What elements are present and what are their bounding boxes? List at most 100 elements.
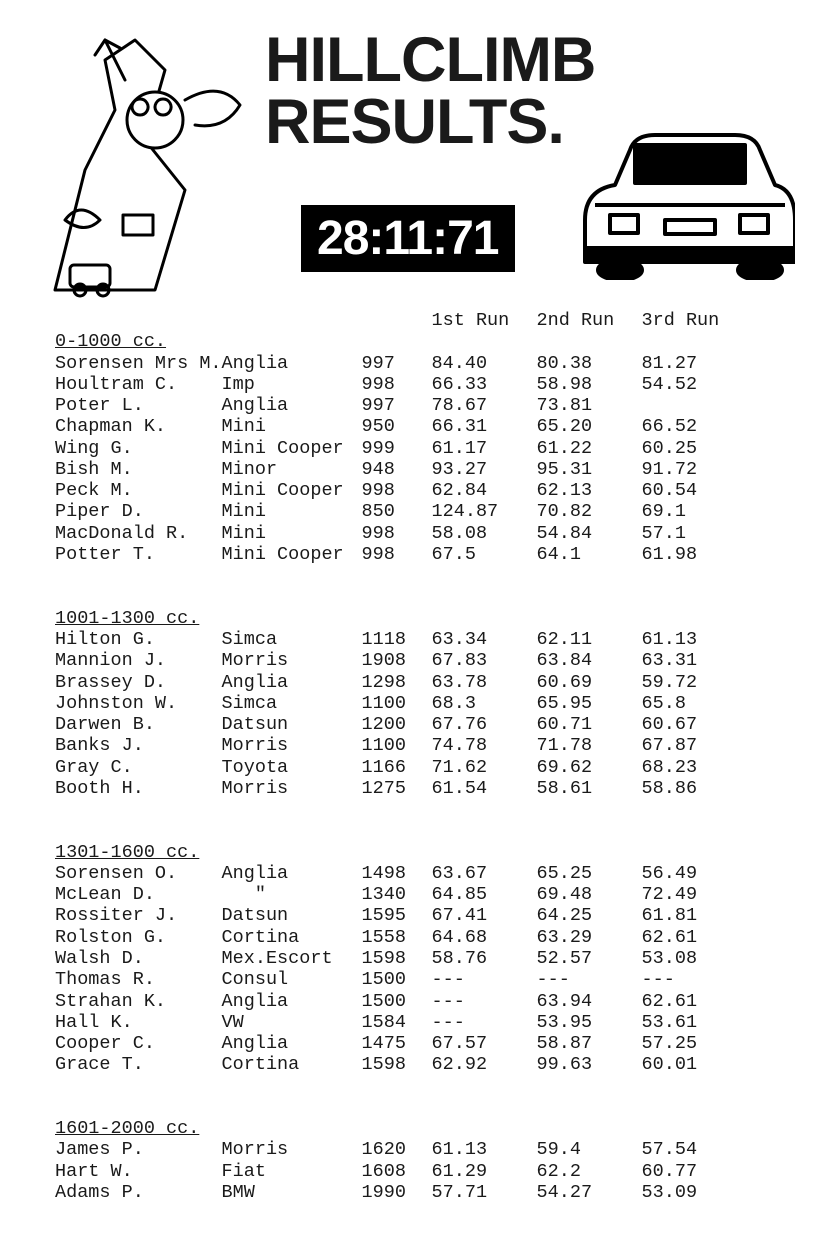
run-2-time: 60.71	[537, 714, 642, 735]
header: HILLCLIMB RESULTS. 28:11:71	[55, 20, 765, 310]
engine-cc: 1500	[362, 969, 432, 990]
car-model: Simca	[222, 693, 362, 714]
run-1-time: 67.76	[432, 714, 537, 735]
engine-cc: 1620	[362, 1139, 432, 1160]
car-model: Anglia	[222, 991, 362, 1012]
engine-cc: 1100	[362, 735, 432, 756]
car-model: Anglia	[222, 672, 362, 693]
run-1-time: 61.29	[432, 1161, 537, 1182]
driver-name: Potter T.	[55, 544, 222, 565]
run-2-time: 54.27	[537, 1182, 642, 1203]
driver-name: Houltram C.	[55, 374, 222, 395]
engine-cc: 1475	[362, 1033, 432, 1054]
run-2-time: 99.63	[537, 1054, 642, 1075]
car-model: Toyota	[222, 757, 362, 778]
title-line-2: RESULTS.	[265, 87, 564, 157]
car-model: Mini	[222, 416, 362, 437]
run-2-time: 62.13	[537, 480, 642, 501]
run-1-time: 67.41	[432, 905, 537, 926]
car-model: Anglia	[222, 395, 362, 416]
car-model: Mini Cooper	[222, 480, 362, 501]
run-1-time: 64.85	[432, 884, 537, 905]
run-3-time: 60.54	[642, 480, 747, 501]
driver-name: Rossiter J.	[55, 905, 222, 926]
car-model: Minor	[222, 459, 362, 480]
car-model: BMW	[222, 1182, 362, 1203]
run-1-time: ---	[432, 991, 537, 1012]
engine-cc: 850	[362, 501, 432, 522]
driver-name: Poter L.	[55, 395, 222, 416]
class-label: 1301-1600 cc.	[55, 842, 222, 863]
run-3-time: 72.49	[642, 884, 747, 905]
run-3-time: 57.1	[642, 523, 747, 544]
driver-name: Brassey D.	[55, 672, 222, 693]
driver-name: Bish M.	[55, 459, 222, 480]
run-3-time: 62.61	[642, 927, 747, 948]
run-1-time: 63.78	[432, 672, 537, 693]
car-model: Mini Cooper	[222, 544, 362, 565]
engine-cc: 1298	[362, 672, 432, 693]
run-2-time: 62.11	[537, 629, 642, 650]
car-model: Morris	[222, 650, 362, 671]
engine-cc: 998	[362, 374, 432, 395]
engine-cc: 997	[362, 353, 432, 374]
driver-name: Banks J.	[55, 735, 222, 756]
class-label: 1001-1300 cc.	[55, 608, 222, 629]
run-3-time: 65.8	[642, 693, 747, 714]
engine-cc: 1200	[362, 714, 432, 735]
run-1-time: 67.57	[432, 1033, 537, 1054]
engine-cc: 1595	[362, 905, 432, 926]
run-1-time: 74.78	[432, 735, 537, 756]
run-2-time: 52.57	[537, 948, 642, 969]
driver-name: Thomas R.	[55, 969, 222, 990]
col-header-run3: 3rd Run	[642, 310, 747, 331]
run-2-time: 58.61	[537, 778, 642, 799]
run-3-time	[642, 395, 747, 416]
run-3-time: 63.31	[642, 650, 747, 671]
run-2-time: 65.20	[537, 416, 642, 437]
run-3-time: 69.1	[642, 501, 747, 522]
run-1-time: 61.13	[432, 1139, 537, 1160]
run-1-time: ---	[432, 969, 537, 990]
car-model: Datsun	[222, 905, 362, 926]
run-3-time: 60.25	[642, 438, 747, 459]
driver-name: Hart W.	[55, 1161, 222, 1182]
car-model: "	[222, 884, 362, 905]
driver-name: Piper D.	[55, 501, 222, 522]
car-model: Cortina	[222, 1054, 362, 1075]
col-header-run1: 1st Run	[432, 310, 537, 331]
engine-cc: 998	[362, 480, 432, 501]
date-badge: 28:11:71	[301, 205, 515, 272]
car-model: Anglia	[222, 353, 362, 374]
driver-name: Cooper C.	[55, 1033, 222, 1054]
engine-cc: 1584	[362, 1012, 432, 1033]
climber-illustration	[45, 20, 265, 300]
car-model: Morris	[222, 1139, 362, 1160]
run-3-time: 62.61	[642, 991, 747, 1012]
run-1-time: 62.84	[432, 480, 537, 501]
run-2-time: 80.38	[537, 353, 642, 374]
run-2-time: 60.69	[537, 672, 642, 693]
page-title: HILLCLIMB RESULTS.	[265, 30, 595, 153]
run-3-time: 67.87	[642, 735, 747, 756]
run-3-time: 66.52	[642, 416, 747, 437]
run-3-time: 61.98	[642, 544, 747, 565]
run-1-time: 63.67	[432, 863, 537, 884]
run-3-time: 60.77	[642, 1161, 747, 1182]
run-1-time: 67.83	[432, 650, 537, 671]
driver-name: Peck M.	[55, 480, 222, 501]
run-3-time: 54.52	[642, 374, 747, 395]
engine-cc: 1275	[362, 778, 432, 799]
car-model: Mex.Escort	[222, 948, 362, 969]
engine-cc: 950	[362, 416, 432, 437]
run-1-time: 64.68	[432, 927, 537, 948]
driver-name: Darwen B.	[55, 714, 222, 735]
run-1-time: 62.92	[432, 1054, 537, 1075]
engine-cc: 1598	[362, 948, 432, 969]
driver-name: Sorensen O.	[55, 863, 222, 884]
run-2-time: 58.87	[537, 1033, 642, 1054]
run-1-time: 58.08	[432, 523, 537, 544]
run-2-time: 62.2	[537, 1161, 642, 1182]
car-model: Fiat	[222, 1161, 362, 1182]
car-model: Anglia	[222, 863, 362, 884]
